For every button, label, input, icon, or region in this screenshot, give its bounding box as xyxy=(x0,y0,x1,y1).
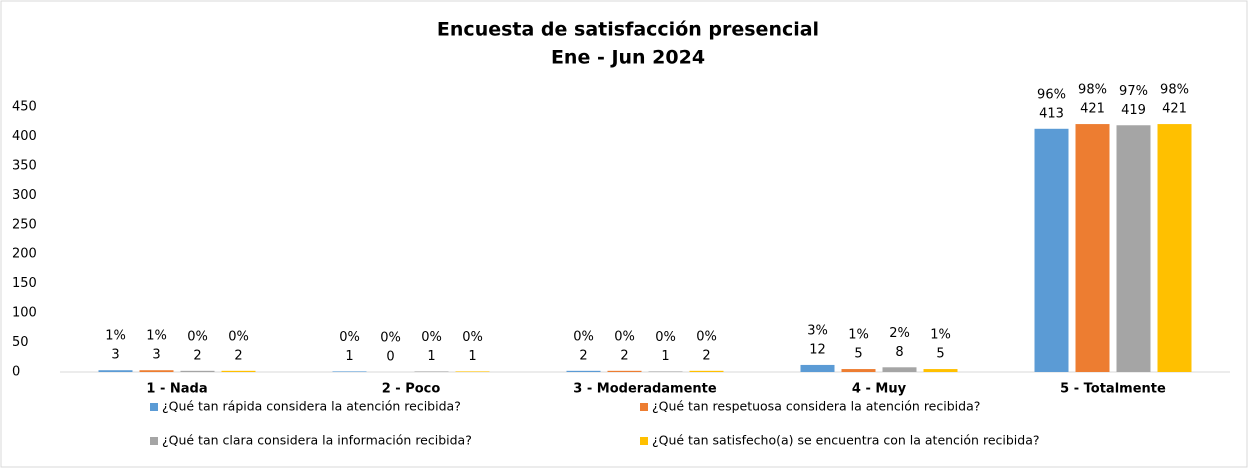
percent-label: 0% xyxy=(421,330,442,345)
x-tick-label: 1 - Nada xyxy=(146,382,207,397)
y-tick-label: 300 xyxy=(12,188,37,203)
legend-label: ¿Qué tan clara considera la información … xyxy=(162,433,472,448)
value-label: 1 xyxy=(345,349,353,364)
chart-title: Encuesta de satisfacción presencial xyxy=(437,19,819,41)
percent-label: 0% xyxy=(228,329,249,344)
percent-label: 0% xyxy=(462,330,483,345)
bar xyxy=(689,370,724,372)
x-tick-label: 5 - Totalmente xyxy=(1060,382,1166,397)
value-label: 8 xyxy=(895,345,903,360)
x-tick-label: 3 - Moderadamente xyxy=(573,382,717,397)
percent-label: 97% xyxy=(1119,84,1148,99)
legend-label: ¿Qué tan respetuosa considera la atenció… xyxy=(652,399,980,414)
legend-label: ¿Qué tan satisfecho(a) se encuentra con … xyxy=(652,433,1040,448)
value-label: 2 xyxy=(193,348,201,363)
value-label: 3 xyxy=(152,348,160,363)
y-tick-label: 0 xyxy=(12,365,20,380)
bar xyxy=(607,370,642,372)
percent-label: 0% xyxy=(614,329,635,344)
percent-label: 1% xyxy=(105,329,126,344)
legend-swatch xyxy=(640,403,648,411)
value-label: 413 xyxy=(1039,106,1064,121)
bar xyxy=(800,364,835,372)
y-tick-label: 150 xyxy=(12,276,37,291)
percent-label: 0% xyxy=(187,329,208,344)
y-tick-label: 450 xyxy=(12,100,37,115)
value-label: 2 xyxy=(234,348,242,363)
value-label: 2 xyxy=(620,348,628,363)
y-tick-label: 400 xyxy=(12,129,37,144)
bar xyxy=(98,370,133,372)
bar xyxy=(841,369,876,372)
bar xyxy=(1075,124,1110,372)
legend-swatch xyxy=(640,437,648,445)
value-label: 419 xyxy=(1121,103,1146,118)
bar xyxy=(648,371,683,372)
percent-label: 98% xyxy=(1160,83,1189,98)
percent-label: 3% xyxy=(807,323,828,338)
y-tick-label: 50 xyxy=(12,335,29,350)
legend-swatch xyxy=(150,437,158,445)
value-label: 1 xyxy=(661,349,669,364)
y-tick-label: 250 xyxy=(12,217,37,232)
bar xyxy=(139,370,174,372)
bar xyxy=(923,369,958,372)
percent-label: 0% xyxy=(573,329,594,344)
legend-label: ¿Qué tan rápida considera la atención re… xyxy=(162,399,461,414)
percent-label: 0% xyxy=(339,330,360,345)
value-label: 2 xyxy=(579,348,587,363)
x-tick-label: 4 - Muy xyxy=(852,382,907,397)
bar xyxy=(566,370,601,372)
bar xyxy=(882,367,917,372)
percent-label: 2% xyxy=(889,326,910,341)
bar xyxy=(1034,128,1069,372)
percent-label: 0% xyxy=(696,329,717,344)
y-tick-label: 350 xyxy=(12,158,37,173)
value-label: 3 xyxy=(111,348,119,363)
value-label: 2 xyxy=(702,348,710,363)
y-tick-label: 200 xyxy=(12,247,37,262)
percent-label: 98% xyxy=(1078,83,1107,98)
value-label: 421 xyxy=(1162,102,1187,117)
value-label: 5 xyxy=(854,347,862,362)
y-tick-label: 100 xyxy=(12,306,37,321)
percent-label: 96% xyxy=(1037,87,1066,102)
value-label: 1 xyxy=(468,349,476,364)
value-label: 0 xyxy=(386,350,394,365)
percent-label: 0% xyxy=(380,331,401,346)
legend-swatch xyxy=(150,403,158,411)
bar xyxy=(455,371,490,372)
value-label: 1 xyxy=(427,349,435,364)
percent-label: 1% xyxy=(848,328,869,343)
percent-label: 1% xyxy=(930,328,951,343)
bar xyxy=(1157,124,1192,372)
bar xyxy=(1116,125,1151,372)
bar xyxy=(180,370,215,372)
bar xyxy=(414,371,449,372)
chart-subtitle: Ene - Jun 2024 xyxy=(551,47,705,69)
x-tick-label: 2 - Poco xyxy=(382,382,441,397)
value-label: 5 xyxy=(936,347,944,362)
percent-label: 0% xyxy=(655,330,676,345)
value-label: 12 xyxy=(809,342,826,357)
bar xyxy=(221,370,256,372)
percent-label: 1% xyxy=(146,329,167,344)
bar xyxy=(332,371,367,372)
value-label: 421 xyxy=(1080,102,1105,117)
